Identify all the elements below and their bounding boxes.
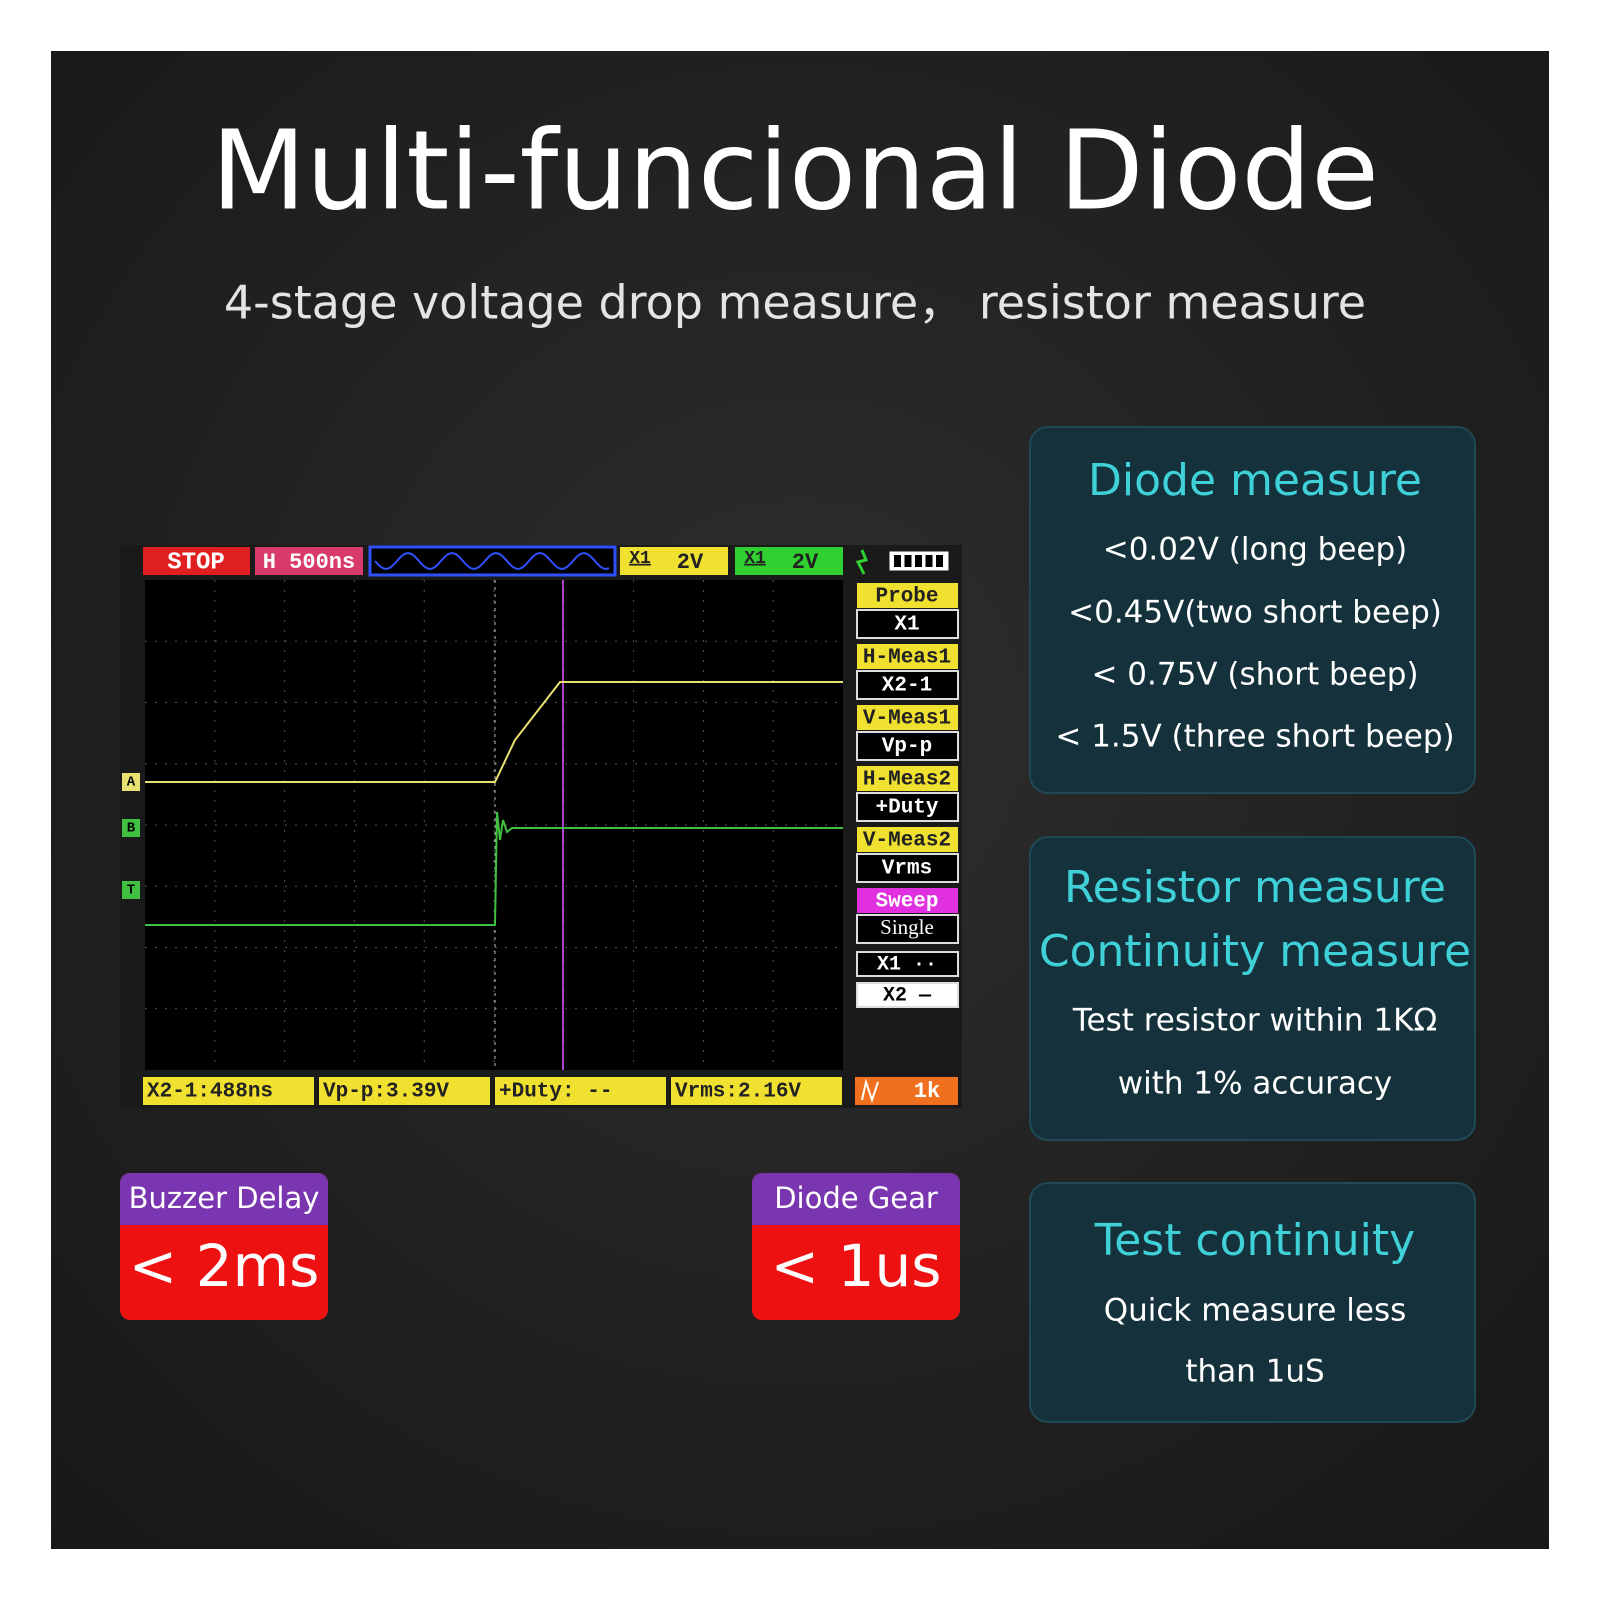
- trigger-freq: 1k: [914, 1079, 940, 1104]
- overview-box: [368, 545, 617, 577]
- badge-value: < 2ms: [129, 1232, 320, 1300]
- menu-value-box: [856, 609, 959, 639]
- menu-label-box: [857, 888, 958, 913]
- battery-cell: [894, 555, 901, 567]
- measure-box: [671, 1077, 842, 1105]
- menu-value-box: [856, 853, 959, 883]
- channel-probe: X1: [629, 549, 651, 569]
- menu-label-box: [857, 705, 958, 730]
- marker-box: [122, 773, 140, 791]
- marker: A: [127, 775, 136, 791]
- measurement: X2-1:488ns: [147, 1081, 273, 1104]
- freq-icon: [861, 1078, 879, 1104]
- cursor-label: X2 —: [883, 984, 932, 1007]
- menu-value: Single: [880, 915, 934, 939]
- cursor-box: [856, 982, 959, 1008]
- menu-value-box: [856, 914, 959, 944]
- menu-value: X2-1: [882, 675, 932, 698]
- battery-cell: [915, 555, 922, 567]
- card-title: Diode measure: [1088, 455, 1422, 506]
- scope: [120, 545, 962, 1108]
- menu-label: V-Meas1: [863, 708, 951, 731]
- channel-scale: 2V: [792, 550, 819, 575]
- badge-value: < 1us: [771, 1232, 942, 1300]
- menu-value-box: [856, 792, 959, 822]
- channel-scale: 2V: [677, 550, 704, 575]
- battery-cell: [904, 555, 912, 567]
- badge-label-box: [752, 1173, 960, 1225]
- measurement: +Duty: --: [499, 1081, 612, 1104]
- timebase-box: [255, 547, 363, 575]
- card-title: Test continuity: [1094, 1215, 1415, 1266]
- title: Multi-funcional Diode: [211, 106, 1379, 234]
- info-card: [1029, 1182, 1476, 1423]
- menu-label-box: [857, 766, 958, 791]
- trigger-icon: [855, 549, 869, 575]
- card-line: <0.45V(two short beep): [1068, 595, 1442, 631]
- menu-label: Probe: [875, 586, 938, 609]
- menu-label: V-Meas2: [863, 830, 951, 853]
- channel-probe: X1: [744, 549, 766, 569]
- menu-value: Vp-p: [882, 736, 932, 759]
- menu-value: X1: [894, 614, 919, 637]
- measure-box: [319, 1077, 490, 1105]
- battery-cell: [936, 555, 943, 567]
- battery-cell: [925, 555, 933, 567]
- card-line: < 1.5V (three short beep): [1055, 719, 1454, 755]
- info-card: [1029, 836, 1476, 1141]
- menu-label-box: [857, 644, 958, 669]
- subtitle: 4-stage voltage drop measure， resistor m…: [224, 276, 1366, 330]
- menu-value-box: [856, 731, 959, 761]
- menu-label-box: [857, 827, 958, 852]
- timebase: H 500ns: [263, 550, 355, 575]
- card-line: <0.02V (long beep): [1103, 532, 1408, 568]
- menu-label-box: [857, 583, 958, 608]
- menu-value: +Duty: [875, 797, 938, 820]
- measurement: Vrms:2.16V: [675, 1081, 801, 1104]
- card-line: with 1% accuracy: [1118, 1066, 1393, 1102]
- measure-box: [495, 1077, 666, 1105]
- scope-screen: [145, 580, 843, 1070]
- menu-label: H-Meas1: [863, 647, 951, 670]
- cursor-box: [856, 951, 959, 977]
- menu-value-box: [856, 670, 959, 700]
- menu-label: Sweep: [875, 891, 938, 914]
- channel-box: [620, 547, 728, 575]
- measure-box: [143, 1077, 314, 1105]
- info-card: [1029, 426, 1476, 794]
- channel-box: [735, 547, 843, 575]
- status-box: [143, 547, 250, 575]
- overview-wave: [374, 551, 610, 571]
- marker-box: [122, 881, 140, 899]
- badge-label: Buzzer Delay: [129, 1181, 320, 1215]
- cursor-label: X1 ··: [877, 953, 937, 976]
- marker: B: [127, 821, 136, 837]
- trace-ch2: [145, 811, 843, 926]
- marker: T: [127, 883, 135, 899]
- card-line: Quick measure less: [1104, 1293, 1407, 1329]
- card-line: than 1uS: [1185, 1354, 1324, 1390]
- trace-ch1: [145, 681, 843, 783]
- card-title: Continuity measure: [1039, 926, 1471, 977]
- card-line: Test resistor within 1KΩ: [1072, 1003, 1437, 1039]
- menu-value: Vrms: [882, 858, 932, 881]
- marker-box: [122, 819, 140, 837]
- status: STOP: [167, 549, 225, 576]
- badge-label: Diode Gear: [774, 1181, 938, 1215]
- freq-box: [855, 1077, 958, 1105]
- badge-label-box: [120, 1173, 328, 1225]
- measurement: Vp-p:3.39V: [323, 1081, 449, 1104]
- menu-label: H-Meas2: [863, 769, 951, 792]
- card-line: < 0.75V (short beep): [1091, 657, 1418, 693]
- card-title: Resistor measure: [1064, 862, 1446, 913]
